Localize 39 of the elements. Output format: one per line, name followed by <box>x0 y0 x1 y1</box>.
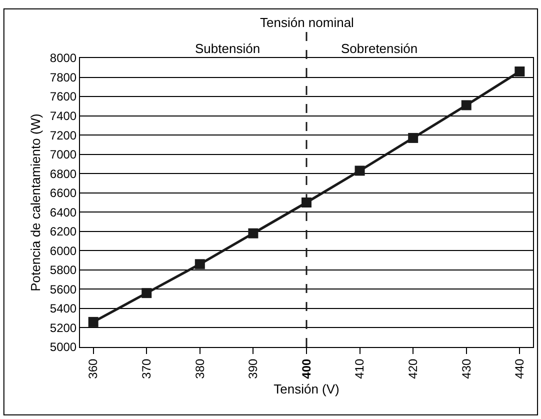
y-tick-label: 6400 <box>50 205 77 220</box>
point <box>408 132 418 143</box>
y-tick-label: 8000 <box>50 51 77 66</box>
x-tick-label: 400 <box>299 358 314 379</box>
point <box>194 259 205 270</box>
y-tick-label: 6600 <box>50 186 77 200</box>
y-tick-label: 6200 <box>50 224 77 239</box>
y-tick-label: 5400 <box>50 302 77 316</box>
point <box>248 228 258 238</box>
y-tick-label: 5800 <box>50 263 77 278</box>
x-tick-label: 390 <box>246 358 260 379</box>
x-tick-label: 430 <box>459 358 474 379</box>
point <box>88 316 98 327</box>
y-tick-label: 6800 <box>50 166 77 181</box>
x-tick-label: 410 <box>352 358 367 379</box>
y-tick-label: 6000 <box>50 244 77 258</box>
point <box>514 66 525 76</box>
x-tick-label: 420 <box>406 358 420 379</box>
point <box>461 100 472 110</box>
y-tick-label: 5600 <box>50 282 77 296</box>
x-tick-label: 440 <box>512 358 527 379</box>
y-tick-label: 7800 <box>50 70 77 84</box>
y-tick-label: 7200 <box>50 128 77 142</box>
point <box>302 198 312 208</box>
y-tick-label: 7400 <box>50 109 77 123</box>
y-tick-label: 7000 <box>50 148 77 162</box>
ref-line-label: Tensión nominal <box>260 15 354 30</box>
y-axis-title: Potencia de calentamiento (W) <box>28 114 43 292</box>
y-tick-label: 5000 <box>50 340 77 354</box>
text: Subtensión <box>195 41 260 56</box>
x-tick-label: 380 <box>192 358 207 379</box>
y-tick-label: 5200 <box>50 320 77 335</box>
point <box>142 288 152 298</box>
point <box>354 166 365 176</box>
text: Sobretensión <box>341 41 418 56</box>
y-tick-label: 7600 <box>50 90 77 104</box>
x-tick-label: 370 <box>140 358 154 379</box>
x-axis-title: Tensión (V) <box>274 381 340 396</box>
x-tick-label: 360 <box>86 358 100 379</box>
